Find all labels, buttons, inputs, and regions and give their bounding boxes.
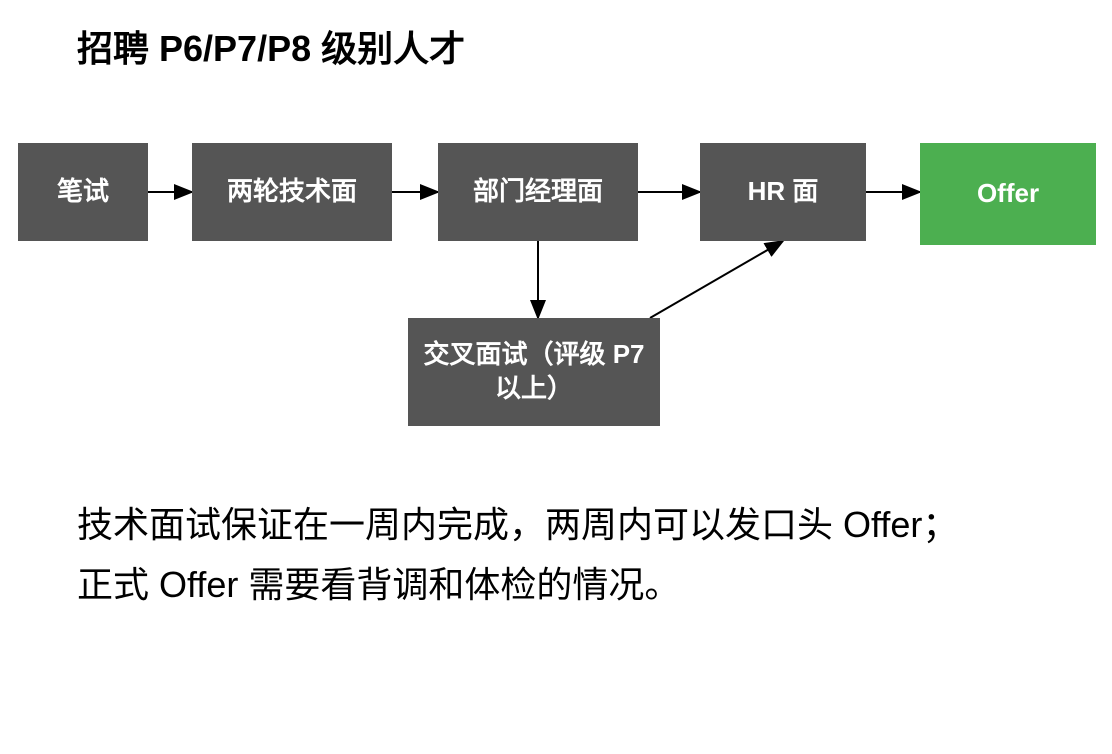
description-text: 技术面试保证在一周内完成，两周内可以发口头 Offer；正式 Offer 需要看…: [77, 495, 977, 615]
flow-edge-n6-n4: [650, 241, 783, 318]
flow-node-n6: 交叉面试（评级 P7 以上）: [408, 318, 660, 426]
flow-node-n2: 两轮技术面: [192, 143, 392, 241]
flow-node-n3: 部门经理面: [438, 143, 638, 241]
flow-node-n1: 笔试: [18, 143, 148, 241]
page-title: 招聘 P6/P7/P8 级别人才: [77, 20, 465, 72]
flow-node-n5: Offer: [920, 143, 1096, 245]
flow-node-n4: HR 面: [700, 143, 866, 241]
